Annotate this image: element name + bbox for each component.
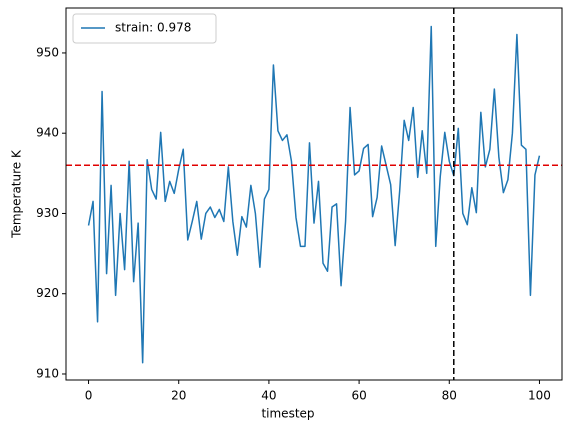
x-tick-label: 0 [85,389,93,403]
legend-label: strain: 0.978 [115,21,191,35]
x-tick-label: 100 [528,389,551,403]
y-tick-label: 920 [36,286,59,300]
y-axis-label: Temperature K [10,149,24,239]
y-tick-label: 950 [36,45,59,59]
y-tick-label: 910 [36,366,59,380]
plot-frame [65,7,563,381]
x-tick-label: 40 [261,389,276,403]
legend-box [72,13,217,44]
x-tick-label: 80 [442,389,457,403]
y-tick-label: 930 [36,206,59,220]
x-axis-label: timestep [261,407,314,421]
data-line [87,25,541,364]
x-tick-label: 20 [171,389,186,403]
y-tick-label: 940 [36,126,59,140]
x-tick-label: 60 [351,389,366,403]
